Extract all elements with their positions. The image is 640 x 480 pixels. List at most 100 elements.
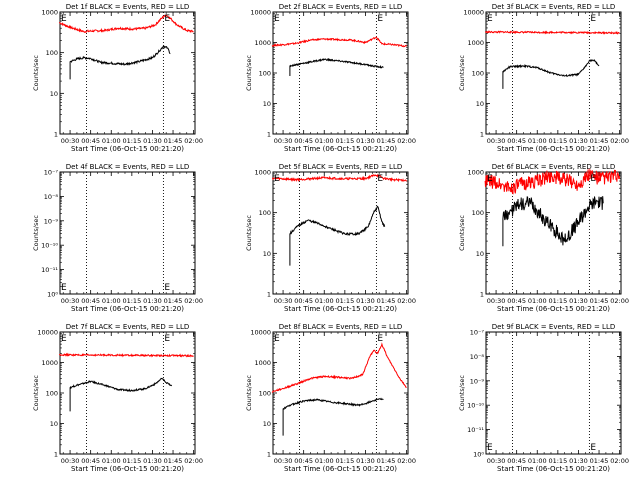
x-tick-label: 00:45: [81, 457, 100, 465]
detector-panel-3: Det 3f BLACK = Events, RED = LLD 1 10 100 10…: [458, 3, 629, 153]
x-tick-label: 00:30: [487, 137, 506, 145]
y-tick-label: 1: [267, 451, 271, 459]
detector-panel-2: Det 2f BLACK = Events, RED = LLD 1 10 100 10…: [245, 3, 416, 153]
x-axis-label: Start Time (06-Oct-15 00:21:20): [284, 305, 397, 313]
x-tick-label: 01:00: [315, 457, 334, 465]
plot-frame: [59, 171, 196, 295]
x-tick-label: 01:00: [102, 137, 121, 145]
x-tick-label: 00:30: [487, 297, 506, 305]
detector-panel-4: Det 4f BLACK = Events, RED = LLD 10⁰ 10⁻¹¹…: [32, 163, 203, 313]
panel-title: Det 1f BLACK = Events, RED = LLD: [66, 3, 189, 11]
x-tick-label: 01:00: [102, 297, 121, 305]
lld-series-line: [58, 14, 194, 34]
events-series-line: [502, 58, 600, 89]
y-tick-label: 10⁻⁹: [44, 217, 59, 225]
panel-title: Det 6f BLACK = Events, RED = LLD: [492, 163, 615, 171]
events-series-line: [282, 397, 384, 436]
events-series-line: [69, 45, 171, 80]
y-axis-label: Counts/sec: [245, 55, 253, 91]
y-tick-label: 1000: [467, 169, 484, 177]
edge-label: E: [274, 14, 280, 24]
y-axis-label: Counts/sec: [458, 215, 466, 251]
y-axis-label: Counts/sec: [32, 215, 40, 251]
x-tick-label: 01:30: [143, 457, 162, 465]
x-tick-label: 01:45: [164, 457, 183, 465]
plot-frame: [272, 331, 409, 455]
y-tick-label: 1000: [467, 39, 484, 47]
x-tick-label: 00:45: [294, 137, 313, 145]
lld-series-line: [58, 352, 194, 358]
y-tick-label: 10000: [463, 9, 484, 17]
x-tick-label: 00:30: [274, 137, 293, 145]
x-tick-label: 00:45: [507, 137, 526, 145]
y-tick-label: 10: [50, 90, 58, 98]
x-axis-label: Start Time (06-Oct-15 00:21:20): [497, 145, 610, 153]
x-tick-label: 01:15: [335, 457, 354, 465]
events-series-line: [502, 196, 604, 247]
x-tick-label: 00:30: [61, 457, 80, 465]
panel-title: Det 3f BLACK = Events, RED = LLD: [492, 3, 615, 11]
x-tick-label: 01:45: [377, 457, 396, 465]
y-tick-label: 10⁰: [47, 291, 58, 299]
y-tick-label: 10⁻⁸: [44, 193, 59, 201]
x-tick-label: 01:30: [356, 457, 375, 465]
x-axis-label: Start Time (06-Oct-15 00:21:20): [284, 145, 397, 153]
edge-label: E: [164, 334, 170, 344]
y-tick-label: 100: [46, 390, 58, 398]
edge-label: E: [61, 14, 67, 24]
x-tick-label: 00:30: [61, 137, 80, 145]
x-tick-label: 01:30: [569, 457, 588, 465]
x-tick-label: 02:00: [610, 297, 629, 305]
x-tick-label: 01:45: [164, 297, 183, 305]
events-series-line: [289, 205, 386, 266]
x-axis-label: Start Time (06-Oct-15 00:21:20): [497, 465, 610, 473]
panel-title: Det 9f BLACK = Events, RED = LLD: [492, 323, 615, 331]
y-tick-label: 1000: [254, 169, 271, 177]
x-tick-label: 00:45: [507, 457, 526, 465]
y-tick-label: 10000: [37, 329, 58, 337]
x-tick-label: 01:30: [569, 297, 588, 305]
y-tick-label: 10⁻⁸: [470, 353, 485, 361]
x-tick-label: 00:30: [274, 297, 293, 305]
edge-label: E: [274, 174, 280, 184]
y-tick-label: 10: [263, 100, 271, 108]
x-axis-label: Start Time (06-Oct-15 00:21:20): [71, 465, 184, 473]
x-tick-label: 02:00: [184, 297, 203, 305]
x-tick-label: 01:30: [143, 137, 162, 145]
y-tick-label: 10⁻¹⁰: [41, 242, 58, 250]
x-tick-label: 01:15: [122, 297, 141, 305]
edge-label: E: [164, 283, 170, 293]
detector-panel-8: Det 8f BLACK = Events, RED = LLD 1 10 100 10…: [245, 323, 416, 473]
x-tick-label: 01:45: [590, 137, 609, 145]
y-axis-label: Counts/sec: [245, 215, 253, 251]
y-tick-label: 10000: [250, 329, 271, 337]
x-tick-label: 01:15: [548, 137, 567, 145]
x-tick-label: 02:00: [397, 297, 416, 305]
edge-label: E: [274, 334, 280, 344]
y-axis-label: Counts/sec: [245, 375, 253, 411]
plot-frame: [272, 11, 409, 135]
edge-label: E: [377, 174, 383, 184]
edge-label: E: [164, 14, 170, 24]
x-tick-label: 01:30: [356, 297, 375, 305]
x-tick-label: 01:45: [164, 137, 183, 145]
panel-title: Det 8f BLACK = Events, RED = LLD: [279, 323, 402, 331]
x-axis-label: Start Time (06-Oct-15 00:21:20): [284, 465, 397, 473]
y-tick-label: 10⁻¹⁰: [467, 402, 484, 410]
y-tick-label: 10⁰: [473, 451, 484, 459]
detector-panel-5: Det 5f BLACK = Events, RED = LLD 1 10 100 10…: [245, 163, 416, 313]
x-axis-label: Start Time (06-Oct-15 00:21:20): [497, 305, 610, 313]
x-tick-label: 01:00: [528, 137, 547, 145]
y-tick-label: 10⁻⁹: [470, 377, 485, 385]
y-tick-label: 10: [476, 100, 484, 108]
x-tick-label: 00:45: [294, 457, 313, 465]
events-series-line: [69, 377, 173, 412]
y-tick-label: 1: [54, 451, 58, 459]
edge-label: E: [487, 14, 493, 24]
plot-frame: [485, 331, 622, 455]
edge-label: E: [61, 283, 67, 293]
lld-series-line: [484, 168, 621, 195]
x-tick-label: 02:00: [397, 137, 416, 145]
x-tick-label: 01:30: [143, 297, 162, 305]
